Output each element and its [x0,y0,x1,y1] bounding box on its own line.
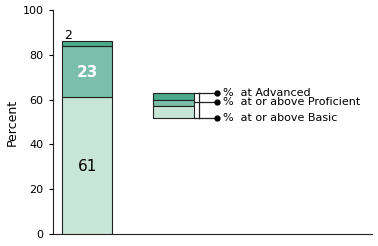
Bar [62,97,112,234]
Bar [153,93,194,100]
Text: %  at or above Basic: % at or above Basic [223,112,338,123]
Text: %  at or above Proficient: % at or above Proficient [223,97,360,107]
Text: %  at Advanced: % at Advanced [223,88,311,98]
Text: 23: 23 [77,65,98,80]
Bar [62,41,112,46]
Y-axis label: Percent: Percent [6,98,19,146]
Bar [62,46,112,97]
Text: 61: 61 [78,159,97,174]
Bar [153,106,194,118]
Text: 2: 2 [64,29,72,42]
Bar [153,100,194,106]
